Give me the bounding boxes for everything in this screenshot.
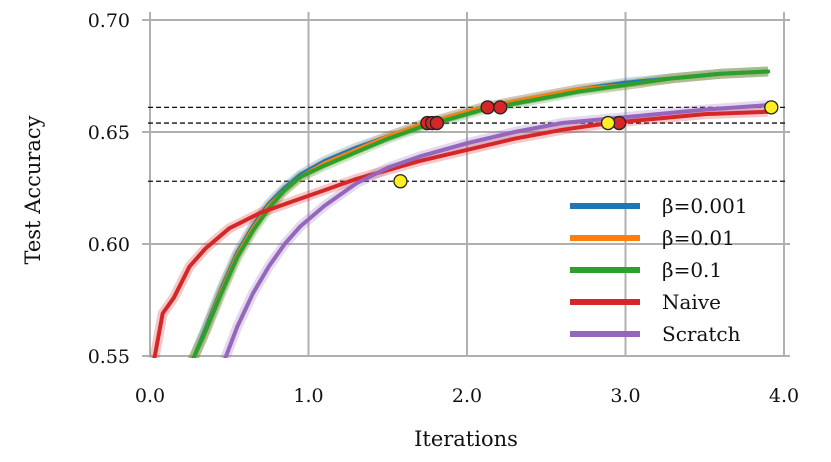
x-tick-label: 0.0 xyxy=(135,385,165,407)
x-tick-label: 1.0 xyxy=(293,385,323,407)
y-tick-label: 0.55 xyxy=(88,346,130,368)
legend-label: Scratch xyxy=(662,322,741,346)
threshold-marker xyxy=(493,100,508,115)
threshold-markers xyxy=(393,100,779,189)
y-tick-label: 0.65 xyxy=(88,122,130,144)
legend-label: β=0.1 xyxy=(662,258,722,282)
x-tick-label: 4.0 xyxy=(769,385,799,407)
threshold-marker xyxy=(480,100,495,115)
y-tick-label: 0.60 xyxy=(88,234,130,256)
threshold-marker xyxy=(393,174,408,189)
series-lines xyxy=(152,69,771,358)
legend: β=0.001 β=0.01 β=0.1 Naive Scratch xyxy=(570,194,748,346)
x-tick-label: 2.0 xyxy=(452,385,482,407)
series-line xyxy=(191,69,771,358)
threshold-marker xyxy=(429,115,445,131)
y-tick-label: 0.70 xyxy=(88,10,130,32)
threshold-marker xyxy=(764,100,779,115)
legend-label: Naive xyxy=(662,290,721,314)
legend-label: β=0.001 xyxy=(662,194,748,218)
reference-lines xyxy=(148,106,786,182)
x-tick-label: 3.0 xyxy=(610,385,640,407)
threshold-marker xyxy=(600,115,616,131)
tick-labels: 0.0 1.0 2.0 3.0 4.0 0.55 0.60 0.65 0.70 xyxy=(88,10,799,407)
legend-label: β=0.01 xyxy=(662,226,735,250)
grid-lines xyxy=(142,12,790,357)
y-axis-label: Test Accuracy xyxy=(21,115,45,264)
x-axis-label: Iterations xyxy=(414,427,518,451)
